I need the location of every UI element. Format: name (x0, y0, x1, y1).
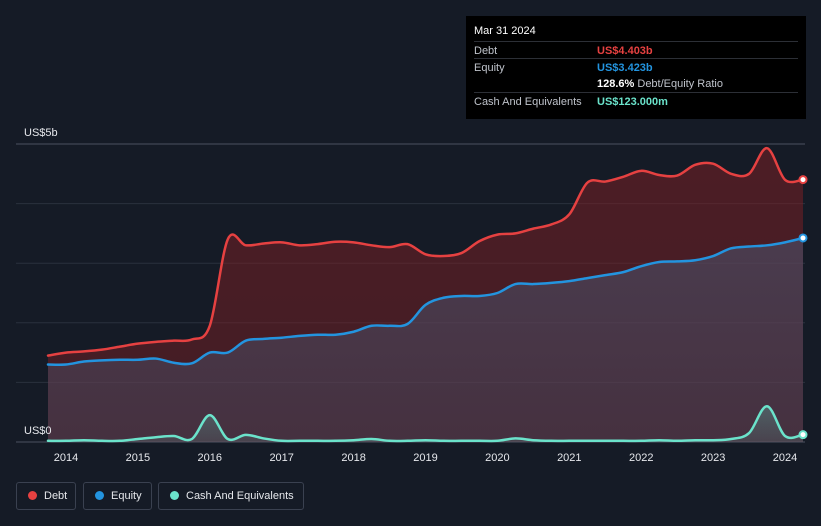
chart-end-markers (798, 175, 808, 440)
tooltip-row-cash: Cash And Equivalents US$123.000m (474, 92, 798, 110)
x-tick-label: 2019 (413, 452, 437, 464)
tooltip-ratio-label: Debt/Equity Ratio (637, 78, 723, 90)
chart-lines (46, 146, 805, 443)
tooltip-ratio: 128.6% Debt/Equity Ratio (597, 78, 723, 90)
x-tick-label: 2024 (773, 452, 797, 464)
legend-item-cash[interactable]: Cash And Equivalents (158, 482, 304, 510)
equity-end-marker (798, 233, 808, 243)
tooltip-equity-label: Equity (474, 62, 505, 74)
legend-equity-label: Equity (111, 490, 142, 502)
tooltip-debt-label: Debt (474, 45, 498, 57)
tooltip-row-equity: Equity US$3.423b (474, 58, 798, 76)
cash-end-marker (798, 430, 808, 440)
x-tick-label: 2022 (629, 452, 653, 464)
x-axis-ticks: 2014 2015 2016 2017 2018 2019 2020 2021 2022 2023… (54, 452, 798, 464)
tooltip-ratio-value: 128.6% (597, 78, 635, 90)
y-axis-ticks: US$5b US$0 (24, 127, 58, 437)
x-tick-label: 2023 (701, 452, 725, 464)
x-tick-label: 2016 (198, 452, 222, 464)
legend-item-equity[interactable]: Equity (83, 482, 152, 510)
cash-dot-icon (170, 491, 179, 500)
cash-line (46, 404, 805, 443)
y-tick-label: US$0 (24, 425, 52, 437)
debt-end-marker (798, 175, 808, 185)
tooltip-equity-value: US$3.423b (597, 62, 653, 74)
debt-line (46, 146, 805, 357)
tooltip-row-ratio: 128.6% Debt/Equity Ratio (474, 75, 798, 92)
legend-item-debt[interactable]: Debt (16, 482, 76, 510)
x-tick-label: 2014 (54, 452, 78, 464)
tooltip-row-debt: Debt US$4.403b (474, 41, 798, 59)
x-tick-label: 2020 (485, 452, 509, 464)
y-tick-label: US$5b (24, 127, 58, 139)
x-tick-label: 2018 (341, 452, 365, 464)
x-tick-label: 2017 (269, 452, 293, 464)
x-tick-label: 2021 (557, 452, 581, 464)
tooltip-debt-value: US$4.403b (597, 45, 653, 57)
legend-debt-label: Debt (44, 490, 68, 502)
equity-dot-icon (95, 491, 104, 500)
debt-dot-icon (28, 491, 37, 500)
tooltip-cash-value: US$123.000m (597, 96, 668, 108)
x-tick-label: 2015 (126, 452, 150, 464)
tooltip-panel: Mar 31 2024 Debt US$4.403b Equity US$3.4… (466, 16, 806, 119)
legend-cash-label: Cash And Equivalents (186, 490, 294, 502)
equity-area (48, 237, 803, 442)
chart-areas (48, 148, 803, 442)
tooltip-cash-label: Cash And Equivalents (474, 96, 582, 108)
equity-line (46, 236, 805, 366)
tooltip-date: Mar 31 2024 (474, 25, 536, 37)
